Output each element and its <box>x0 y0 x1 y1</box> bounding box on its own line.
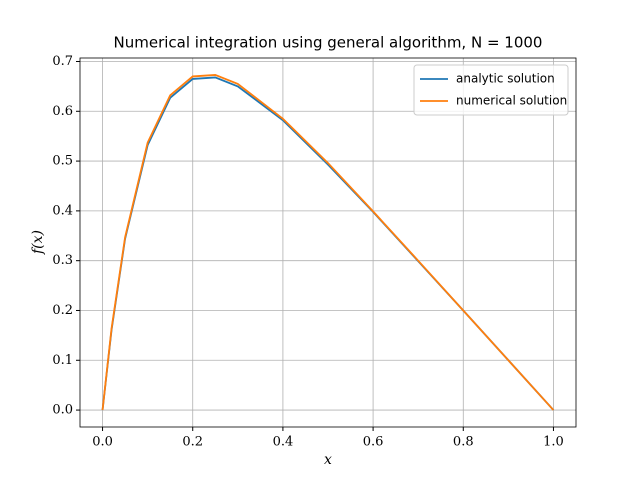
x-tick-label: 1.0 <box>543 435 564 450</box>
y-axis-label: f(x) <box>30 230 46 255</box>
y-tick-label: 0.4 <box>52 203 73 218</box>
x-tick-label: 0.2 <box>182 435 203 450</box>
plot-frame <box>79 57 577 428</box>
legend-box <box>413 64 569 116</box>
x-tick-label: 0.8 <box>453 435 474 450</box>
y-tick-label: 0.3 <box>52 253 73 268</box>
data-line <box>101 74 555 411</box>
x-tick-label: 0.6 <box>363 435 384 450</box>
y-tick-label: 0.5 <box>52 154 73 169</box>
x-tick-label: 0.0 <box>92 435 113 450</box>
chart-title: Numerical integration using general algo… <box>114 34 543 52</box>
legend-label: numerical solution <box>456 94 567 108</box>
x-axis-label: x <box>324 452 332 468</box>
legend-label: analytic solution <box>456 72 555 86</box>
y-tick-label: 0.7 <box>52 54 73 69</box>
y-tick-label: 0.1 <box>52 353 73 368</box>
y-tick-label: 0.0 <box>52 403 73 418</box>
y-tick-label: 0.2 <box>52 303 73 318</box>
x-tick-label: 0.4 <box>273 435 294 450</box>
y-tick-label: 0.6 <box>52 104 73 119</box>
